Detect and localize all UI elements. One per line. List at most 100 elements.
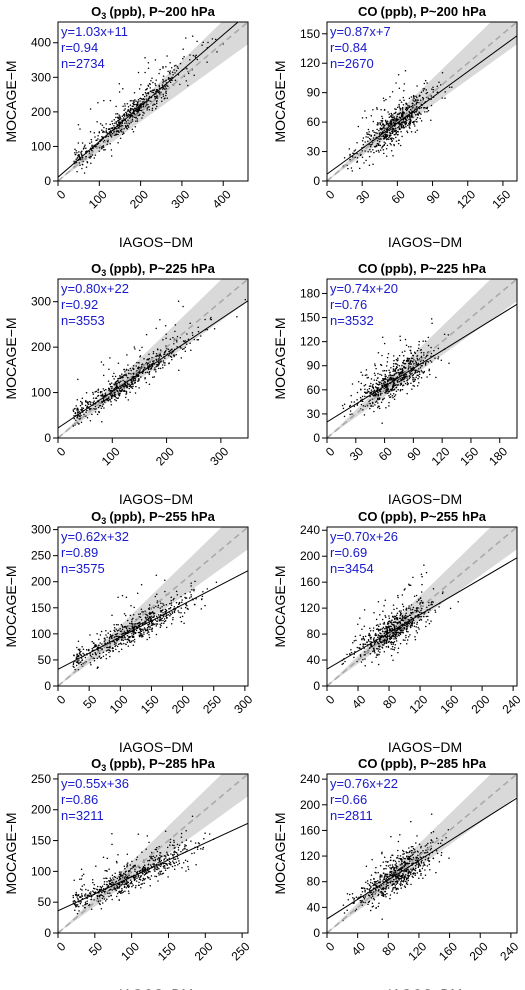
data-point (404, 616, 407, 619)
data-point (200, 335, 202, 337)
data-point (110, 400, 112, 403)
data-point (377, 387, 380, 389)
data-point (413, 100, 415, 103)
data-point (370, 382, 372, 385)
data-point (79, 164, 81, 166)
data-point (101, 147, 103, 149)
data-point (185, 603, 187, 606)
data-point (158, 874, 160, 876)
data-point (164, 97, 166, 99)
data-point (369, 399, 371, 402)
data-point (196, 40, 198, 43)
data-point (77, 123, 80, 126)
data-point (143, 633, 145, 635)
data-point (136, 877, 138, 879)
data-point (419, 99, 422, 102)
data-point (132, 617, 134, 620)
data-point (122, 891, 125, 893)
data-point (425, 355, 428, 358)
y-tick-label: 200 (31, 105, 51, 119)
data-point (403, 616, 405, 618)
data-point (355, 639, 357, 642)
data-point (102, 856, 105, 859)
y-tick-label: 200 (31, 340, 51, 354)
x-tick-label: 200 (192, 939, 216, 963)
data-point (106, 884, 108, 886)
data-point (125, 626, 127, 629)
data-point (401, 364, 403, 367)
data-point (366, 133, 369, 135)
data-point (403, 359, 405, 362)
data-point (399, 378, 402, 380)
data-point (405, 122, 408, 125)
data-point (111, 386, 113, 388)
data-point (366, 405, 369, 407)
data-point (372, 163, 374, 165)
data-point (396, 113, 399, 116)
data-point (152, 855, 155, 858)
data-point (124, 876, 127, 878)
data-point (165, 79, 167, 81)
data-point (133, 91, 136, 94)
data-point (101, 648, 103, 651)
data-point (122, 131, 124, 133)
data-point (123, 109, 125, 111)
data-point (349, 153, 351, 156)
data-point (126, 864, 129, 867)
data-point (394, 369, 397, 371)
data-point (174, 79, 177, 82)
data-point (416, 601, 418, 603)
data-point (444, 97, 446, 99)
data-point (118, 125, 121, 128)
data-point (416, 374, 418, 376)
data-point (85, 902, 87, 905)
data-point (204, 604, 206, 607)
data-point (166, 616, 168, 619)
data-point (448, 86, 451, 89)
data-point (146, 638, 148, 641)
data-point (81, 403, 83, 406)
data-point (121, 626, 124, 628)
data-point (111, 635, 113, 638)
data-point (82, 407, 85, 409)
x-tick-label: 60 (388, 187, 408, 207)
data-point (383, 876, 386, 879)
data-point (411, 369, 414, 372)
y-axis-label: MOCAGE−M (3, 812, 19, 894)
data-point (351, 170, 354, 172)
data-point (161, 88, 164, 90)
data-point (119, 137, 122, 140)
data-point (427, 109, 430, 112)
data-point (98, 150, 101, 152)
data-point (366, 389, 369, 391)
data-point (414, 104, 416, 106)
data-point (84, 903, 86, 906)
data-point (146, 618, 149, 621)
data-point (370, 144, 372, 146)
data-point (351, 156, 354, 158)
correlation-label: r=0.84 (330, 40, 367, 55)
data-point (388, 626, 390, 629)
data-point (442, 591, 444, 593)
data-point (401, 384, 404, 387)
title-species: CO (358, 509, 378, 524)
data-point (190, 582, 192, 584)
data-point (88, 892, 91, 894)
data-point (410, 359, 412, 362)
data-point (115, 860, 118, 863)
data-point (420, 619, 423, 621)
data-point (79, 400, 82, 403)
data-point (376, 108, 378, 110)
data-point (115, 623, 118, 626)
data-point (372, 638, 375, 640)
data-point (162, 360, 165, 362)
data-point (381, 336, 384, 338)
data-point (436, 85, 439, 87)
data-point (186, 333, 188, 335)
data-point (403, 376, 406, 379)
data-point (88, 150, 91, 153)
data-point (129, 879, 132, 881)
data-point (361, 400, 364, 403)
data-point (377, 398, 379, 401)
data-point (126, 354, 128, 356)
